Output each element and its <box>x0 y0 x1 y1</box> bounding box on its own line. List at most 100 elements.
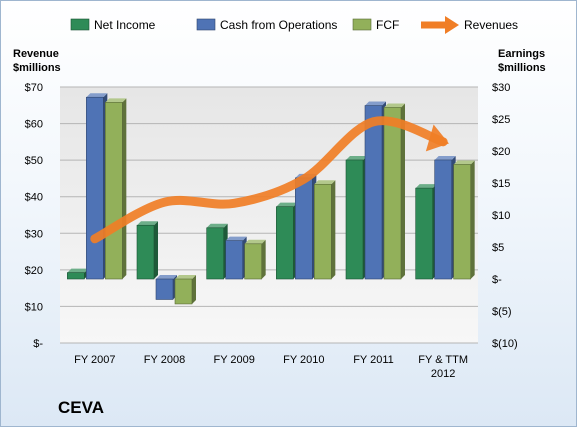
bar <box>225 236 247 280</box>
revenue-line-layer <box>90 116 449 244</box>
bar-front <box>345 159 364 280</box>
right-tick-label: $(5) <box>492 306 512 318</box>
category-label: 2012 <box>431 368 455 380</box>
right-tick-label: $15 <box>492 178 510 190</box>
bar-top <box>276 202 298 207</box>
bar-front <box>155 278 174 300</box>
legend-label: Net Income <box>94 18 156 32</box>
revenue-arrowhead <box>425 124 449 152</box>
bar <box>86 93 108 280</box>
legend-swatch <box>196 18 216 31</box>
left-tick-label: $30 <box>25 228 43 240</box>
bar-front <box>206 227 224 280</box>
bar <box>67 268 89 280</box>
bar-top <box>346 155 367 160</box>
left-tick-label: $70 <box>25 82 43 94</box>
bar-top <box>244 239 266 244</box>
bar-top <box>156 275 177 279</box>
bar-front <box>105 102 123 280</box>
category-label: FY 2007 <box>74 354 115 366</box>
bar-front <box>314 183 332 280</box>
category-label: FY 2009 <box>213 354 254 366</box>
bar-side <box>401 103 405 279</box>
category-label: FY & TTM <box>418 354 468 366</box>
bar <box>434 155 456 280</box>
legend-label: FCF <box>376 18 399 32</box>
bar-top <box>384 103 405 108</box>
bar-top <box>434 155 456 160</box>
bar-top <box>86 93 108 98</box>
left-tick-label: $60 <box>25 119 43 131</box>
bar-front <box>136 224 155 280</box>
right-tick-label: $25 <box>492 114 510 126</box>
bar <box>295 173 317 280</box>
bar-front <box>174 278 193 305</box>
tick-labels: $- $10 $20 $30 $40 $50 $60 $70 $(10) $(5) $- $5 $10 $… <box>25 82 518 380</box>
category-label: FY 2008 <box>144 354 185 366</box>
right-axis-title-line2: $millions <box>498 62 546 74</box>
legend-swatch <box>352 18 372 31</box>
left-axis-title-line2: $millions <box>13 62 61 74</box>
category-label: FY 2011 <box>353 354 394 366</box>
left-axis-title-line1: Revenue <box>13 48 59 60</box>
bar-top <box>67 268 89 273</box>
revenue-line <box>90 116 448 244</box>
right-tick-label: $(10) <box>492 338 518 350</box>
bar <box>314 180 336 280</box>
right-tick-label: $20 <box>492 146 510 158</box>
bar-side <box>192 275 196 304</box>
bar-front <box>453 164 471 280</box>
bar-top <box>314 180 336 185</box>
bar-side <box>331 180 336 279</box>
legend-swatch <box>70 18 90 31</box>
left-tick-label: $10 <box>25 301 43 313</box>
bar-top <box>206 223 228 228</box>
bar-side <box>470 160 475 279</box>
legend-swatch-arrow <box>445 16 459 34</box>
bar <box>136 221 158 280</box>
bar <box>453 160 475 280</box>
bar <box>105 98 127 280</box>
bar-top <box>175 275 196 279</box>
bar-side <box>154 221 158 279</box>
bar <box>276 202 298 280</box>
bar <box>244 239 266 280</box>
bar-front <box>67 272 85 280</box>
left-tick-label: $- <box>33 338 43 350</box>
legend-item: Cash from Operations <box>196 18 337 32</box>
bar <box>174 275 196 305</box>
bar-front <box>415 187 433 280</box>
bar-top <box>137 221 158 226</box>
chart-title: CEVA <box>58 398 104 417</box>
legend-item: Revenues <box>421 16 518 34</box>
bar-side <box>261 239 266 279</box>
bar-top <box>105 98 127 103</box>
bar <box>345 155 367 280</box>
bar-front <box>86 96 104 280</box>
bar-front <box>244 243 262 280</box>
bar-top <box>453 160 475 165</box>
legend-item: FCF <box>352 18 399 32</box>
bar-side <box>122 98 127 279</box>
right-axis-title-line1: Earnings <box>498 48 545 60</box>
bar-front <box>276 206 294 280</box>
category-label: FY 2010 <box>283 354 324 366</box>
bar-front <box>434 159 452 280</box>
right-tick-label: $- <box>492 274 502 286</box>
right-tick-label: $30 <box>492 82 510 94</box>
right-tick-label: $10 <box>492 210 510 222</box>
bar-front <box>364 105 383 280</box>
bar-top <box>415 184 437 189</box>
left-tick-label: $40 <box>25 192 43 204</box>
bar-top <box>365 101 386 106</box>
legend: Net Income Cash from Operations FCF Revenue… <box>70 16 518 34</box>
left-tick-label: $20 <box>25 265 43 277</box>
bar-front <box>295 177 313 280</box>
bar <box>383 103 405 280</box>
bar-front <box>225 240 243 280</box>
legend-label: Revenues <box>464 18 518 32</box>
legend-item: Net Income <box>70 18 156 32</box>
bar-top <box>225 236 247 241</box>
